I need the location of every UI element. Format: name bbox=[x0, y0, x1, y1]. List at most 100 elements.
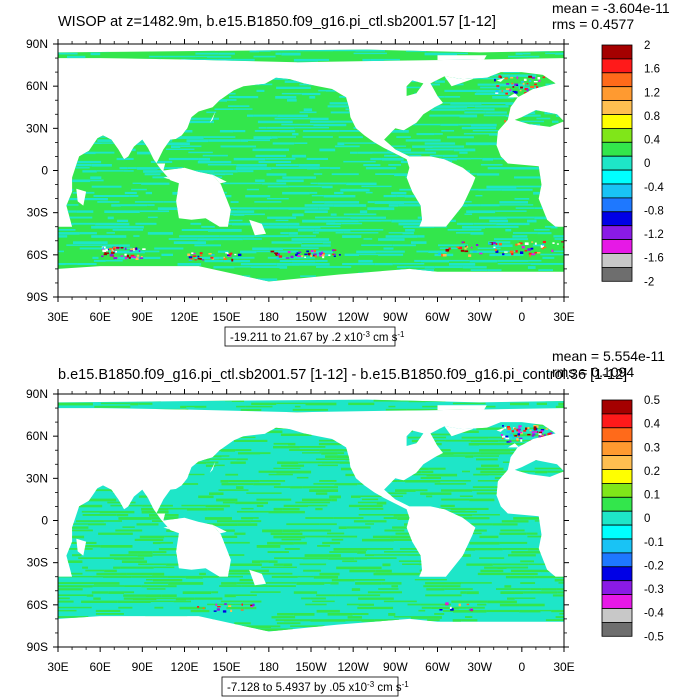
field-stripe bbox=[458, 606, 485, 609]
field-stripe bbox=[331, 538, 344, 541]
field-stripe bbox=[322, 541, 341, 545]
field-stripe bbox=[449, 606, 459, 610]
field-stripe bbox=[221, 449, 236, 452]
field-stripe bbox=[243, 603, 253, 606]
field-anomaly bbox=[518, 430, 521, 433]
field-stripe bbox=[260, 225, 289, 229]
field-stripe bbox=[124, 157, 134, 160]
field-stripe bbox=[107, 216, 114, 220]
field-stripe bbox=[233, 157, 266, 161]
field-stripe bbox=[465, 507, 489, 510]
field-stripe bbox=[384, 154, 398, 157]
field-stripe bbox=[260, 452, 271, 455]
field-stripe bbox=[375, 173, 395, 175]
field-stripe bbox=[270, 49, 297, 52]
field-stripe bbox=[551, 609, 564, 613]
colorbar-label: 0.4 bbox=[644, 419, 661, 431]
field-stripe bbox=[136, 151, 161, 155]
field-anomaly bbox=[531, 434, 534, 437]
field-stripe bbox=[466, 210, 496, 214]
field-anomaly bbox=[111, 249, 114, 252]
field-anomaly bbox=[115, 250, 117, 253]
svg-text:-7.128 to 5.4937 by .05 x10-3: -7.128 to 5.4937 by .05 x10-3 cm s-1 bbox=[227, 680, 409, 694]
field-anomaly bbox=[130, 256, 133, 258]
field-stripe bbox=[261, 566, 297, 568]
field-stripe bbox=[116, 514, 129, 517]
field-stripe bbox=[199, 572, 206, 576]
colorbar-swatch bbox=[601, 114, 633, 129]
field-stripe bbox=[330, 111, 355, 114]
field-stripe bbox=[313, 575, 339, 579]
field-stripe bbox=[165, 148, 195, 150]
field-stripe bbox=[411, 241, 427, 244]
field-stripe bbox=[504, 442, 531, 445]
field-anomaly bbox=[111, 250, 113, 253]
field-anomaly bbox=[512, 86, 515, 88]
field-stripe bbox=[349, 569, 376, 573]
field-anomaly bbox=[504, 120, 506, 123]
field-stripe bbox=[194, 405, 207, 408]
field-stripe bbox=[530, 263, 564, 265]
field-stripe bbox=[459, 151, 468, 154]
colorbar-swatch bbox=[601, 496, 633, 512]
field-stripe bbox=[93, 597, 101, 600]
field-stripe bbox=[144, 582, 168, 584]
field-anomaly bbox=[498, 75, 502, 78]
field-stripe bbox=[79, 232, 97, 235]
field-stripe bbox=[434, 483, 467, 485]
field-stripe bbox=[205, 504, 230, 508]
field-stripe bbox=[469, 250, 496, 253]
field-anomaly bbox=[188, 259, 193, 261]
field-stripe bbox=[463, 188, 479, 191]
field-anomaly bbox=[556, 243, 559, 245]
field-stripe bbox=[173, 483, 199, 485]
field-stripe bbox=[420, 476, 441, 479]
field-stripe bbox=[403, 201, 421, 204]
field-stripe bbox=[276, 622, 301, 625]
field-anomaly bbox=[496, 86, 501, 89]
field-anomaly bbox=[105, 248, 108, 252]
field-stripe bbox=[426, 588, 445, 591]
field-stripe bbox=[116, 157, 125, 161]
field-stripe bbox=[333, 204, 367, 207]
field-anomaly bbox=[514, 435, 517, 437]
field-anomaly bbox=[448, 247, 451, 250]
colorbar-label: 1.2 bbox=[644, 87, 660, 99]
field-stripe bbox=[359, 253, 379, 256]
field-stripe bbox=[240, 408, 247, 411]
field-stripe bbox=[514, 198, 530, 200]
field-anomaly bbox=[124, 253, 127, 256]
field-stripe bbox=[258, 126, 267, 129]
field-stripe bbox=[275, 619, 284, 621]
field-anomaly bbox=[252, 603, 255, 607]
x-tick-label: 90W bbox=[383, 660, 408, 674]
field-stripe bbox=[208, 139, 241, 142]
field-stripe bbox=[350, 151, 358, 154]
field-stripe bbox=[224, 594, 236, 598]
field-stripe bbox=[158, 548, 189, 551]
field-stripe bbox=[470, 439, 499, 442]
field-anomaly bbox=[217, 606, 221, 608]
field-stripe bbox=[485, 225, 519, 228]
field-stripe bbox=[358, 514, 394, 516]
field-stripe bbox=[305, 402, 337, 406]
field-anomaly bbox=[507, 427, 511, 431]
field-stripe bbox=[233, 130, 246, 133]
field-stripe bbox=[398, 204, 435, 207]
field-anomaly bbox=[250, 604, 253, 607]
field-stripe bbox=[473, 222, 497, 225]
field-stripe bbox=[198, 157, 210, 161]
field-stripe bbox=[260, 560, 269, 563]
field-stripe bbox=[306, 253, 331, 257]
field-anomaly bbox=[130, 248, 134, 250]
field-stripe bbox=[420, 259, 449, 263]
field-stripe bbox=[462, 517, 490, 520]
field-stripe bbox=[92, 585, 125, 587]
field-stripe bbox=[525, 427, 553, 430]
field-stripe bbox=[167, 575, 186, 578]
field-stripe bbox=[256, 545, 281, 548]
field-stripe bbox=[276, 86, 311, 89]
field-stripe bbox=[534, 229, 550, 231]
field-anomaly bbox=[515, 243, 518, 246]
field-stripe bbox=[182, 130, 193, 133]
